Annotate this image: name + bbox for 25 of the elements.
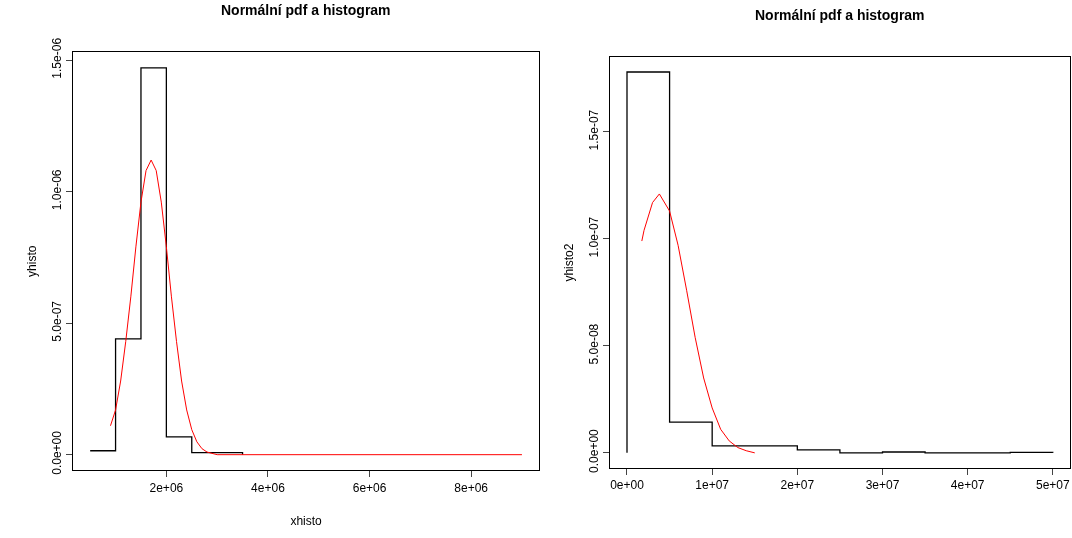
y-tick-label: 0.0e+00 [587, 428, 602, 473]
chart-title: Normální pdf a histogram [221, 2, 391, 18]
x-tick-label: 4e+06 [251, 480, 286, 495]
y-tick-label: 1.0e-06 [50, 169, 65, 211]
x-tick-label: 6e+06 [352, 480, 387, 495]
x-tick-label: 3e+07 [865, 478, 900, 493]
y-tick-label: 1.0e-07 [587, 216, 602, 258]
x-tick-label: 8e+06 [454, 480, 489, 495]
y-axis-title: yhisto2 [562, 243, 577, 282]
y-tick-label: 5.0e-08 [587, 323, 602, 365]
y-tick-label: 1.5e-07 [587, 109, 602, 151]
y-tick-label: 5.0e-07 [50, 300, 65, 342]
x-tick-label: 2e+06 [149, 480, 184, 495]
x-tick-label: 0e+00 [610, 478, 645, 493]
x-tick-label: 4e+07 [950, 478, 985, 493]
x-tick-label: 1e+07 [695, 478, 730, 493]
y-axis-title: yhisto [25, 245, 40, 277]
x-tick-label: 2e+07 [780, 478, 815, 493]
line-series [641, 193, 756, 454]
x-axis-title: xhisto [290, 513, 323, 528]
line-series [109, 159, 523, 456]
chart-title: Normální pdf a histogram [755, 7, 925, 23]
x-tick-label: 5e+07 [1035, 478, 1071, 493]
y-tick-label: 1.5e-06 [50, 37, 65, 79]
y-tick-label: 0.0e+00 [50, 430, 65, 475]
